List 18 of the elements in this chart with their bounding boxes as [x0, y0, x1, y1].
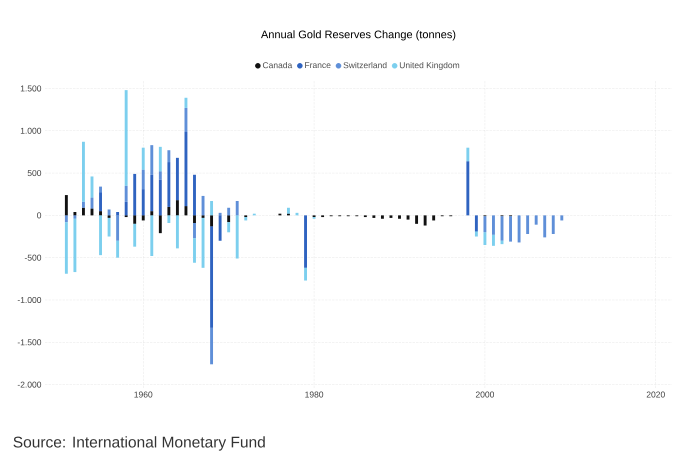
- legend-label: Switzerland: [344, 62, 386, 68]
- legend-label: United Kingdom: [400, 62, 460, 70]
- y-tick-label: 1.000: [20, 128, 42, 134]
- source-note: Source: International Monetary Fund: [14, 436, 265, 451]
- x-tick-label: 1960: [134, 392, 152, 398]
- y-tick-label: 500: [28, 170, 42, 176]
- x-tick-label: 1980: [305, 392, 324, 398]
- y-tick-label: -1.500: [18, 339, 42, 346]
- x-tick-label: 2000: [476, 392, 494, 398]
- y-tick-label: 0: [37, 212, 42, 218]
- legend-label: Canada: [262, 62, 292, 68]
- chart-title: Annual Gold Reserves Change (tonnes): [260, 30, 456, 40]
- y-tick-label: 1.500: [20, 85, 42, 92]
- y-tick-label: -2.000: [18, 382, 42, 388]
- y-tick-label: -500: [24, 254, 42, 261]
- y-tick-label: -1.000: [18, 296, 42, 303]
- x-tick-label: 2020: [646, 392, 665, 398]
- legend-label: France: [305, 62, 331, 68]
